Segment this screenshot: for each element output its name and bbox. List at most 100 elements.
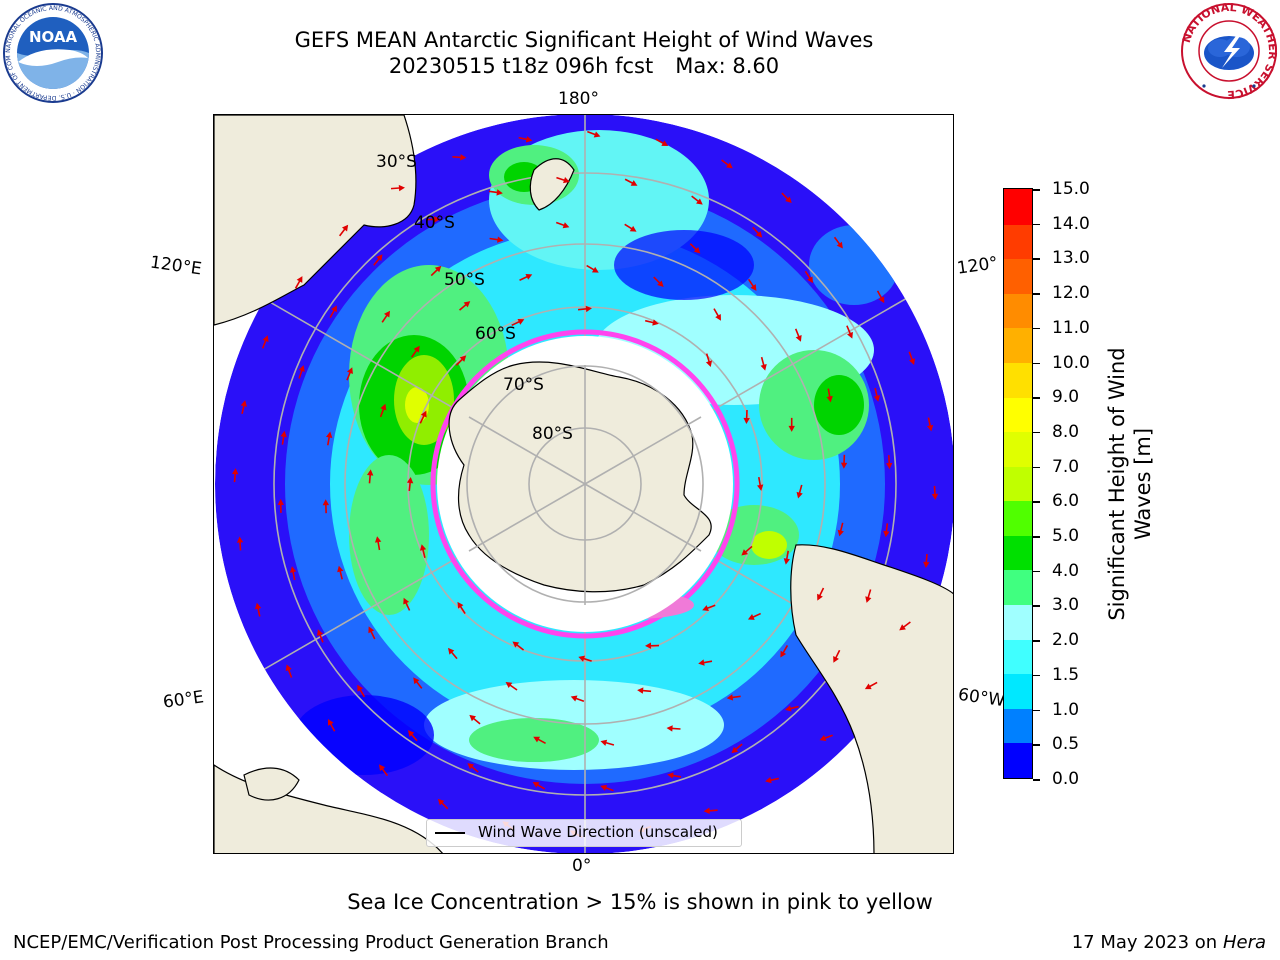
footer-date: 17 May 2023 on Hera bbox=[1072, 932, 1266, 953]
wave-direction-arrow bbox=[337, 565, 344, 580]
map-canvas bbox=[214, 115, 953, 853]
wave-direction-arrow bbox=[426, 216, 441, 223]
legend-label: Wind Wave Direction (unscaled) bbox=[478, 823, 718, 841]
colorbar-tick-label: 1.5 bbox=[1052, 664, 1080, 685]
run-info: 20230515 t18z 096h fcst bbox=[388, 54, 654, 78]
wave-direction-arrow bbox=[254, 602, 262, 617]
wave-direction-arrow bbox=[285, 664, 293, 678]
noaa-text: NOAA bbox=[29, 28, 78, 46]
wave-direction-arrow bbox=[645, 642, 660, 649]
wave-direction-arrow bbox=[886, 455, 893, 470]
wave-direction-arrow bbox=[600, 784, 614, 792]
colorbar-segment bbox=[1004, 535, 1032, 571]
colorbar-tick bbox=[1033, 466, 1040, 469]
wave-direction-arrow bbox=[726, 694, 741, 701]
wave-direction-arrow bbox=[413, 677, 423, 689]
colorbar-tick-label: 11.0 bbox=[1052, 317, 1090, 338]
wave-direction-arrow bbox=[570, 695, 585, 703]
south-america-landmass bbox=[790, 544, 953, 853]
wave-direction-arrow bbox=[448, 647, 458, 660]
lon-label-0: 0° bbox=[572, 856, 592, 876]
wave-direction-arrow bbox=[876, 290, 885, 304]
footer-branch: NCEP/EMC/Verification Post Processing Pr… bbox=[13, 932, 609, 953]
lat-label-30s: 30°S bbox=[376, 152, 417, 172]
lon-label-180: 180° bbox=[558, 89, 599, 109]
wave-direction-arrow bbox=[783, 550, 790, 565]
wave-direction-arrow bbox=[459, 301, 471, 311]
colorbar-segment bbox=[1004, 742, 1032, 778]
wave-direction-arrow bbox=[511, 318, 525, 327]
wave-direction-arrow bbox=[556, 176, 570, 184]
wave-direction-arrow bbox=[379, 764, 389, 777]
wave-direction-arrow bbox=[240, 400, 247, 415]
wave-direction-arrow bbox=[653, 276, 664, 287]
new-zealand-landmass bbox=[529, 158, 575, 211]
colorbar-tick bbox=[1033, 189, 1040, 191]
wave-direction-arrow bbox=[390, 184, 405, 192]
lat-label-40s: 40°S bbox=[414, 213, 455, 233]
colorbar-tick-label: 1.0 bbox=[1052, 699, 1080, 720]
colorbar-segment bbox=[1004, 708, 1032, 744]
colorbar-tick-label: 8.0 bbox=[1052, 421, 1080, 442]
wave-direction-arrow bbox=[533, 736, 546, 745]
wave-direction-arrow bbox=[406, 477, 414, 492]
wave-direction-arrow bbox=[721, 159, 733, 169]
wave-direction-arrow bbox=[691, 195, 703, 205]
wave-direction-arrow bbox=[796, 484, 803, 499]
wave-direction-arrow bbox=[899, 621, 911, 631]
wave-direction-arrow bbox=[698, 659, 713, 666]
wave-direction-arrow bbox=[794, 328, 802, 342]
wave-direction-arrow bbox=[689, 243, 701, 254]
colorbar-segment bbox=[1004, 500, 1032, 536]
colorbar-segment bbox=[1004, 604, 1032, 640]
wave-direction-arrow bbox=[600, 739, 615, 746]
colorbar-segment bbox=[1004, 327, 1032, 363]
wave-direction-arrow bbox=[788, 417, 795, 432]
wave-direction-arrow bbox=[379, 403, 387, 418]
wave-direction-arrow bbox=[339, 224, 349, 237]
wave-direction-arrow bbox=[817, 587, 825, 601]
noaa-logo: NATIONAL OCEANIC AND ATMOSPHERIC ADMINIS… bbox=[0, 0, 104, 104]
colorbar-tick-label: 4.0 bbox=[1052, 560, 1080, 581]
colorbar-tick bbox=[1033, 709, 1040, 712]
colorbar-title-line1: Significant Height of Wind bbox=[1105, 347, 1129, 621]
wave-direction-arrow bbox=[741, 545, 753, 556]
wave-direction-arrow bbox=[804, 270, 813, 284]
wave-direction-arrow bbox=[357, 684, 366, 698]
wave-direction-arrow bbox=[926, 417, 934, 432]
colorbar-tick-label: 6.0 bbox=[1052, 491, 1080, 512]
wave-direction-arrow bbox=[703, 807, 718, 814]
wave-direction-arrow bbox=[666, 725, 681, 732]
lat-label-80s: 80°S bbox=[532, 424, 573, 444]
wave-direction-arrow bbox=[931, 485, 939, 500]
lat-label-50s: 50°S bbox=[444, 270, 485, 290]
wave-direction-arrow bbox=[833, 236, 843, 249]
colorbar-tick-label: 3.0 bbox=[1052, 595, 1080, 616]
colorbar bbox=[1003, 188, 1033, 779]
wave-direction-arrow bbox=[455, 355, 467, 366]
lat-label-60s: 60°S bbox=[475, 324, 516, 344]
wave-direction-arrow bbox=[452, 154, 467, 161]
colorbar-tick bbox=[1033, 258, 1040, 260]
wave-direction-arrow bbox=[713, 308, 721, 321]
colorbar-tick bbox=[1033, 397, 1040, 399]
wave-direction-arrow bbox=[289, 566, 297, 581]
colorbar-segment bbox=[1004, 224, 1032, 260]
wave-direction-arrow bbox=[752, 226, 763, 238]
colorbar-tick-label: 13.0 bbox=[1052, 248, 1090, 269]
wave-direction-arrow bbox=[327, 718, 336, 732]
wave-direction-arrow bbox=[555, 221, 570, 229]
wave-direction-arrow bbox=[373, 254, 383, 266]
colorbar-segment bbox=[1004, 258, 1032, 294]
lon-label-60e: 60°E bbox=[161, 687, 206, 713]
colorbar-segment bbox=[1004, 189, 1032, 225]
antarctic-map bbox=[213, 114, 954, 854]
wave-direction-arrow bbox=[819, 734, 833, 742]
colorbar-tick-label: 5.0 bbox=[1052, 526, 1080, 547]
colorbar-tick bbox=[1033, 779, 1040, 781]
island-landmass bbox=[243, 767, 300, 801]
legend-line-sample bbox=[435, 832, 465, 834]
colorbar-segment bbox=[1004, 431, 1032, 467]
wave-direction-arrow bbox=[780, 645, 789, 658]
wave-direction-arrow bbox=[236, 536, 244, 551]
